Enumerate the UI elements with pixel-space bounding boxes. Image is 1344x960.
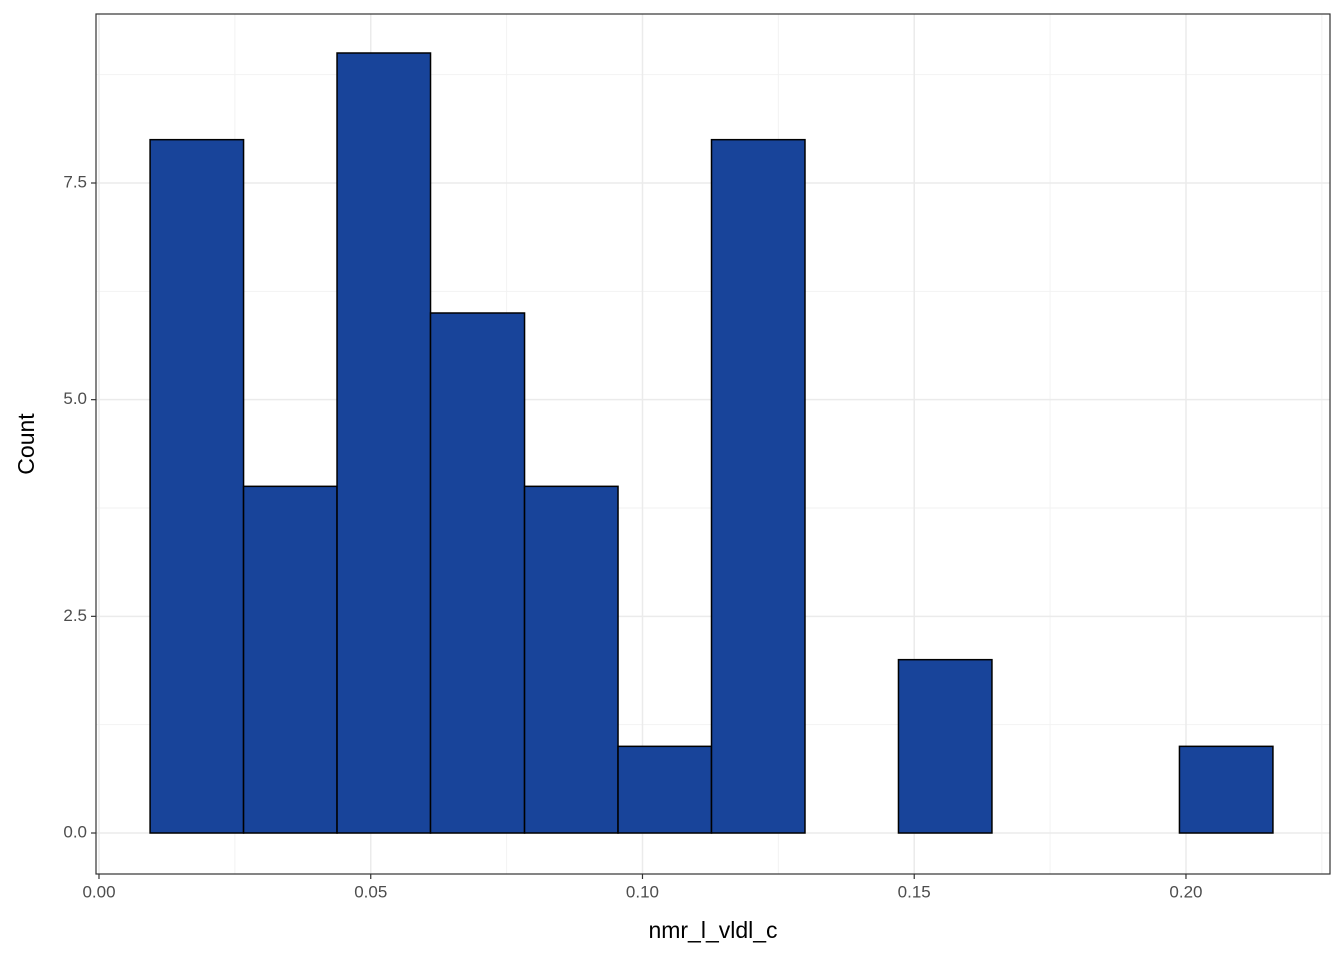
x-axis-label: nmr_l_vldl_c: [648, 917, 777, 943]
x-tick-label: 0.20: [1169, 882, 1202, 901]
panel-border: [95, 13, 1331, 875]
y-tick-label: 0.0: [63, 822, 87, 841]
y-tick-label: 2.5: [63, 606, 87, 625]
bar: [336, 52, 432, 834]
bar: [523, 485, 619, 834]
bar: [242, 485, 338, 834]
x-tick-label: 0.05: [354, 882, 387, 901]
x-tick-label: 0.10: [626, 882, 659, 901]
y-axis-label: Count: [13, 413, 39, 475]
bar: [149, 138, 245, 834]
bar: [429, 312, 526, 834]
x-tick-label: 0.15: [898, 882, 931, 901]
x-tick-label: 0.00: [82, 882, 115, 901]
bar: [897, 658, 993, 834]
y-tick-label: 5.0: [63, 389, 87, 408]
y-tick-label: 7.5: [63, 172, 87, 191]
bar: [617, 745, 713, 834]
bar: [1178, 745, 1274, 834]
bar: [710, 138, 806, 834]
